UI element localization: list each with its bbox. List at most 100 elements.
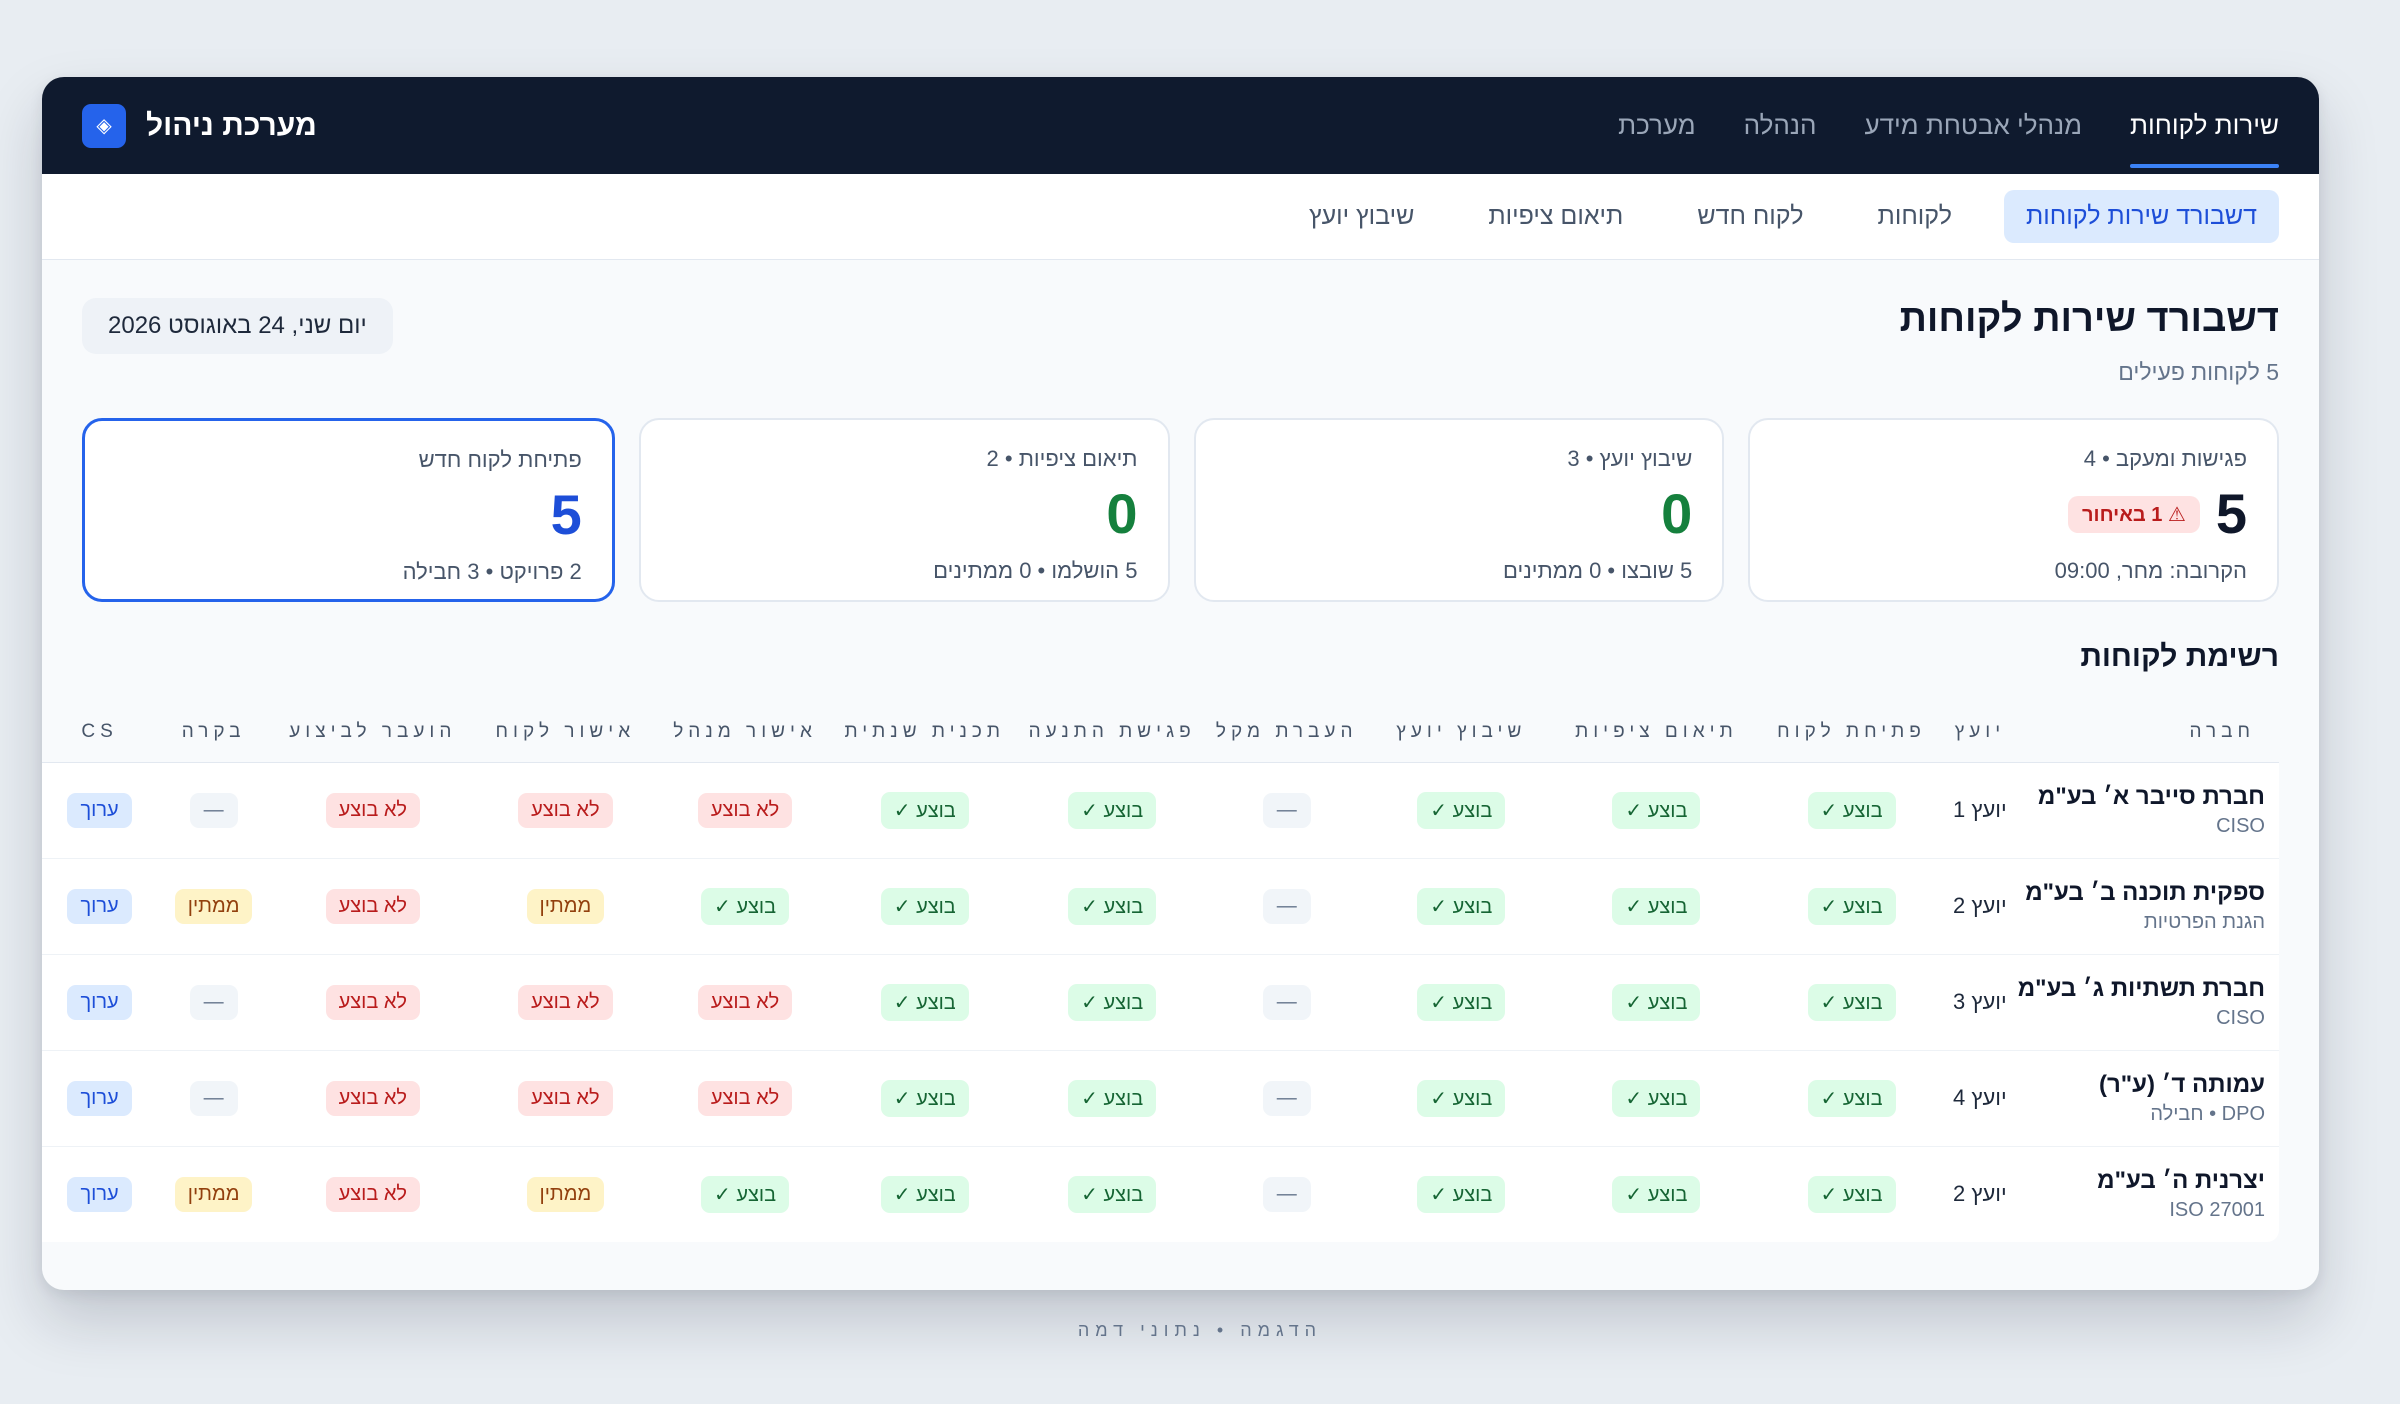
status-cell: ממתין	[157, 1146, 270, 1242]
status-cell: לא בוצע	[655, 762, 835, 859]
status-cell: לא בוצע	[270, 1050, 476, 1147]
status-badge: בוצע ✓	[1807, 791, 1896, 829]
status-badge: בוצע ✓	[1417, 983, 1506, 1021]
status-cell: בוצע ✓	[1014, 762, 1210, 859]
status-badge: בוצע ✓	[701, 1175, 790, 1213]
card-expectations[interactable]: תיאום ציפיות • 2 0 5 הושלמו • 0 ממתינים	[638, 418, 1170, 602]
column-header: חברה	[2010, 702, 2279, 763]
status-cell: בוצע ✓	[655, 1146, 835, 1242]
company-cell: חברת סייבר א׳ בע"מ CISO	[2010, 762, 2279, 859]
status-cell: בוצע ✓	[1558, 858, 1754, 955]
edit-button[interactable]: ערוך	[67, 792, 132, 828]
status-badge: —	[1262, 792, 1311, 828]
status-badge: בוצע ✓	[1417, 1079, 1506, 1117]
card-meetings[interactable]: פגישות ומעקב • 4 5 ⚠ 1 באיחור הקרובה: מח…	[1748, 418, 2279, 602]
status-badge: בוצע ✓	[1612, 1079, 1701, 1117]
company-cell: עמותה ד׳ (ע"ר) DPO • חבילה	[2010, 1050, 2279, 1147]
topnav-system[interactable]: מערכת	[1618, 110, 1696, 140]
status-badge: בוצע ✓	[1068, 1079, 1157, 1117]
status-cell: בוצע ✓	[1558, 954, 1754, 1051]
status-badge: בוצע ✓	[880, 791, 969, 829]
status-cell: לא בוצע	[475, 762, 656, 859]
status-cell: בוצע ✓	[835, 1146, 1015, 1242]
status-cell: בוצע ✓	[834, 858, 1015, 955]
status-cell: ערוך	[42, 1146, 157, 1242]
brand: מערכת ניהול ◈	[82, 103, 317, 148]
edit-button[interactable]: ערוך	[67, 888, 132, 924]
status-badge: בוצע ✓	[1612, 791, 1701, 829]
status-badge: בוצע ✓	[1612, 1175, 1701, 1213]
customers-table: חברה יועץ פתיחת לקוח תיאום ציפיות שיבוץ …	[42, 702, 2279, 1242]
company-subtitle: הגנת הפרטיות	[2143, 910, 2265, 933]
status-badge: בוצע ✓	[1807, 983, 1896, 1021]
status-cell: בוצע ✓	[1558, 1050, 1754, 1147]
company-subtitle: CISO	[2216, 814, 2265, 837]
topnav-management[interactable]: הנהלה	[1743, 110, 1817, 140]
page-subtitle: 5 לקוחות פעילים	[2118, 359, 2279, 385]
edit-button[interactable]: ערוך	[67, 1080, 132, 1116]
company-name[interactable]: ספקית תוכנה ב׳ בע"מ	[2025, 878, 2265, 906]
status-badge: לא בוצע	[518, 984, 613, 1020]
company-name[interactable]: חברת תשתיות ג׳ בע"מ	[2017, 974, 2265, 1002]
status-badge: בוצע ✓	[1417, 791, 1506, 829]
page-title: דשבורד שירות לקוחות	[1899, 298, 2279, 340]
card-value-row: 5 ⚠ 1 באיחור	[1780, 484, 2247, 544]
status-cell: לא בוצע	[655, 1050, 835, 1147]
table-row: חברת תשתיות ג׳ בע"מ CISO יועץ 3 בוצע ✓ בוצע …	[42, 954, 2279, 1051]
topnav-customer-service[interactable]: שירות לקוחות	[2129, 77, 2280, 174]
advisor-cell: יועץ 4	[1949, 1050, 2011, 1147]
topnav-ciso[interactable]: מנהלי אבטחת מידע	[1864, 110, 2082, 140]
status-cell: בוצע ✓	[1753, 1050, 1950, 1147]
status-badge: בוצע ✓	[1612, 887, 1701, 925]
tab-advisor-assignment[interactable]: שיבוץ יועץ	[1308, 202, 1415, 230]
column-header: הועבר לביצוע	[270, 702, 476, 763]
status-badge: ממתין	[174, 1176, 253, 1212]
column-header: תיאום ציפיות	[1558, 702, 1754, 763]
company-cell: חברת תשתיות ג׳ בע"מ CISO	[2010, 954, 2279, 1051]
status-badge: בוצע ✓	[880, 887, 969, 925]
status-cell: בוצע ✓	[1364, 1146, 1559, 1242]
status-cell: ממתין	[475, 858, 656, 955]
card-foot: 5 הושלמו • 0 ממתינים	[933, 558, 1138, 583]
tab-expectations[interactable]: תיאום ציפיות	[1488, 202, 1624, 230]
table-row: עמותה ד׳ (ע"ר) DPO • חבילה יועץ 4 בוצע ✓ בוצ…	[42, 1050, 2279, 1147]
status-badge: בוצע ✓	[701, 887, 790, 925]
status-cell: בוצע ✓	[655, 858, 835, 955]
status-cell: בוצע ✓	[1363, 954, 1559, 1051]
card-advisor-assignment[interactable]: שיבוץ יועץ • 3 0 5 שובצו • 0 ממתינים	[1193, 418, 1725, 602]
status-cell: בוצע ✓	[1014, 1050, 1210, 1147]
card-value: 0	[1106, 482, 1138, 545]
status-badge: בוצע ✓	[880, 983, 969, 1021]
column-header: אישור לקוח	[475, 702, 656, 763]
status-cell: בוצע ✓	[1753, 954, 1950, 1051]
status-cell: בוצע ✓	[1558, 762, 1754, 859]
status-badge: —	[1262, 1080, 1311, 1116]
status-cell: —	[1210, 1146, 1364, 1242]
status-badge: בוצע ✓	[1417, 1175, 1506, 1213]
status-badge: בוצע ✓	[1612, 983, 1701, 1021]
status-cell: בוצע ✓	[834, 1050, 1015, 1147]
status-badge: ממתין	[526, 1176, 605, 1212]
company-subtitle: ISO 27001	[2169, 1198, 2265, 1221]
status-cell: לא בוצע	[475, 1050, 656, 1147]
status-badge: לא בוצע	[325, 1080, 421, 1116]
status-cell: לא בוצע	[270, 858, 476, 955]
tab-customers[interactable]: לקוחות	[1877, 202, 1953, 230]
status-cell: בוצע ✓	[1363, 858, 1559, 955]
customers-section-title: רשימת לקוחות	[2080, 640, 2279, 673]
edit-button[interactable]: ערוך	[67, 984, 132, 1020]
status-cell: בוצע ✓	[1559, 1146, 1754, 1242]
tab-new-customer[interactable]: לקוח חדש	[1697, 202, 1804, 230]
card-label: פתיחת לקוח חדש	[418, 447, 582, 472]
status-cell: ערוך	[42, 858, 158, 955]
card-value-row: 0	[1226, 484, 1692, 544]
column-header: העברת מקל	[1209, 702, 1364, 763]
date-pill: יום שני, 24 באוגוסט 2026	[82, 298, 393, 354]
company-name[interactable]: יצרנית ה׳ בע"מ	[2097, 1166, 2265, 1194]
card-new-customer[interactable]: פתיחת לקוח חדש 5 2 פרויקט • 3 חבילה	[82, 418, 615, 602]
edit-button[interactable]: ערוך	[67, 1176, 132, 1212]
card-value: 5	[2215, 482, 2247, 545]
tab-dashboard[interactable]: דשבורד שירות לקוחות	[2004, 190, 2279, 243]
company-name[interactable]: עמותה ד׳ (ע"ר)	[2098, 1070, 2265, 1098]
company-name[interactable]: חברת סייבר א׳ בע"מ	[2037, 782, 2265, 810]
